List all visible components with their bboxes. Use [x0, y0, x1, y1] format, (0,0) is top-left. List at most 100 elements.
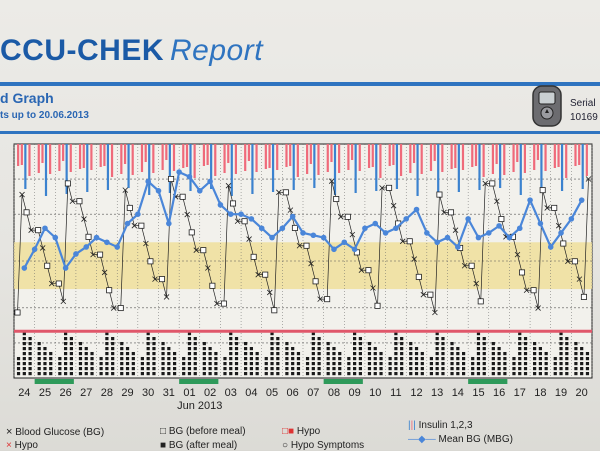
- mean-bg-point: [403, 216, 410, 222]
- bg-after-meal-marker: [482, 357, 486, 361]
- bg-after-meal-marker: [394, 372, 398, 376]
- bg-after-meal-marker: [276, 362, 280, 366]
- bg-after-meal-marker: [388, 372, 392, 376]
- bg-after-meal-marker: [291, 372, 295, 376]
- bg-before-meal-marker: [230, 200, 237, 207]
- bg-after-meal-marker: [131, 357, 135, 361]
- bg-after-meal-marker: [125, 352, 130, 356]
- bg-after-meal-marker: [538, 352, 542, 356]
- bg-after-meal-marker: [388, 367, 392, 371]
- bg-after-meal-marker: [276, 347, 280, 351]
- bg-after-meal-marker: [270, 337, 274, 341]
- bg-reading-marker: [452, 227, 459, 233]
- mean-bg-point: [104, 239, 110, 246]
- bg-after-meal-marker: [234, 352, 239, 356]
- bg-after-meal-marker: [270, 357, 274, 361]
- bg-reading-marker: [60, 298, 67, 305]
- bg-after-meal-marker: [146, 347, 150, 351]
- bg-before-meal-marker: [138, 222, 145, 229]
- bg-after-meal-marker: [244, 352, 248, 356]
- bg-after-meal-marker: [518, 332, 522, 336]
- bg-after-meal-marker: [332, 367, 336, 371]
- bg-reading-marker: [370, 285, 376, 291]
- bg-after-meal-marker: [234, 337, 239, 341]
- bg-after-meal-marker: [523, 342, 528, 346]
- bg-after-meal-marker: [482, 337, 486, 341]
- bg-reading-marker: [523, 287, 530, 294]
- bg-after-meal-marker: [140, 357, 144, 361]
- bg-before-meal-marker: [324, 296, 331, 303]
- bg-reading-marker: [494, 198, 500, 205]
- bg-after-meal-marker: [223, 357, 227, 361]
- bg-reading-marker: [266, 289, 273, 296]
- bg-after-meal-marker: [244, 357, 248, 361]
- bg-after-meal-marker: [152, 372, 156, 376]
- bg-after-meal-marker: [131, 372, 135, 376]
- bg-before-meal-marker: [179, 193, 186, 200]
- x-tick-label: 11: [390, 387, 401, 399]
- bg-reading-marker: [308, 260, 314, 267]
- bg-after-meal-marker: [353, 372, 357, 376]
- bg-after-meal-marker: [22, 347, 26, 351]
- bg-after-meal-marker: [441, 342, 445, 346]
- bg-before-meal-marker: [498, 216, 505, 223]
- bg-after-meal-marker: [140, 362, 144, 366]
- mean-bg-point: [341, 239, 348, 246]
- bg-before-meal-marker: [415, 273, 422, 280]
- chart-top-rule: [0, 131, 600, 134]
- bg-after-meal-marker: [173, 352, 177, 356]
- bg-after-meal-marker: [161, 347, 165, 351]
- bg-after-meal-marker: [28, 342, 32, 346]
- mean-bg-point: [196, 188, 203, 194]
- bg-after-meal-marker: [28, 372, 32, 376]
- bg-after-meal-marker: [140, 367, 144, 371]
- bg-after-meal-marker: [503, 372, 507, 376]
- bg-after-meal-marker: [229, 352, 233, 356]
- bg-after-meal-marker: [78, 342, 83, 346]
- bg-after-meal-marker: [373, 352, 377, 356]
- bg-after-meal-marker: [353, 337, 357, 341]
- bg-after-meal-marker: [276, 357, 280, 361]
- bg-after-meal-marker: [394, 352, 398, 356]
- bg-reading-marker: [28, 227, 34, 233]
- bg-reading-marker: [432, 309, 438, 316]
- bg-after-meal-marker: [553, 367, 557, 371]
- bg-after-meal-marker: [503, 367, 507, 371]
- bg-after-meal-marker: [414, 357, 419, 361]
- bg-after-meal-marker: [435, 372, 439, 376]
- legend-bg-after-label: BG (after meal): [168, 440, 238, 451]
- bg-after-meal-marker: [285, 367, 289, 371]
- bg-after-meal-marker: [152, 362, 156, 366]
- bg-after-meal-marker: [574, 367, 578, 371]
- bg-after-meal-marker: [497, 352, 501, 356]
- bg-after-meal-marker: [99, 362, 103, 366]
- bg-after-meal-marker: [394, 342, 398, 346]
- bg-after-meal-marker: [503, 357, 507, 361]
- mean-bg-point: [62, 265, 69, 271]
- bg-after-meal-marker: [400, 357, 404, 361]
- bg-reading-marker: [390, 202, 397, 209]
- bg-after-meal-marker: [559, 347, 563, 351]
- bg-after-meal-marker: [22, 332, 26, 336]
- bg-after-meal-marker: [285, 357, 289, 361]
- bg-before-meal-marker: [106, 287, 113, 294]
- bg-reading-marker: [193, 247, 200, 253]
- bg-reading-marker: [576, 276, 583, 282]
- mean-bg-point: [73, 251, 79, 257]
- bg-after-meal-marker: [518, 367, 522, 371]
- bg-after-meal-marker: [394, 347, 398, 351]
- bg-after-meal-marker: [471, 367, 475, 371]
- x-tick-label: 15: [472, 387, 484, 399]
- bg-reading-marker: [535, 305, 541, 311]
- bg-after-meal-marker: [580, 372, 584, 376]
- bg-reading-marker: [399, 238, 406, 245]
- bg-after-meal-marker: [270, 372, 274, 376]
- mean-bg-point: [207, 178, 213, 185]
- bg-after-meal-marker: [214, 367, 218, 371]
- bg-after-meal-marker: [64, 342, 68, 346]
- bg-after-meal-marker: [476, 347, 481, 351]
- bg-after-meal-marker: [249, 367, 253, 371]
- bg-after-meal-marker: [565, 352, 569, 356]
- bg-after-meal-marker: [326, 367, 330, 371]
- bg-before-meal-marker: [97, 251, 104, 258]
